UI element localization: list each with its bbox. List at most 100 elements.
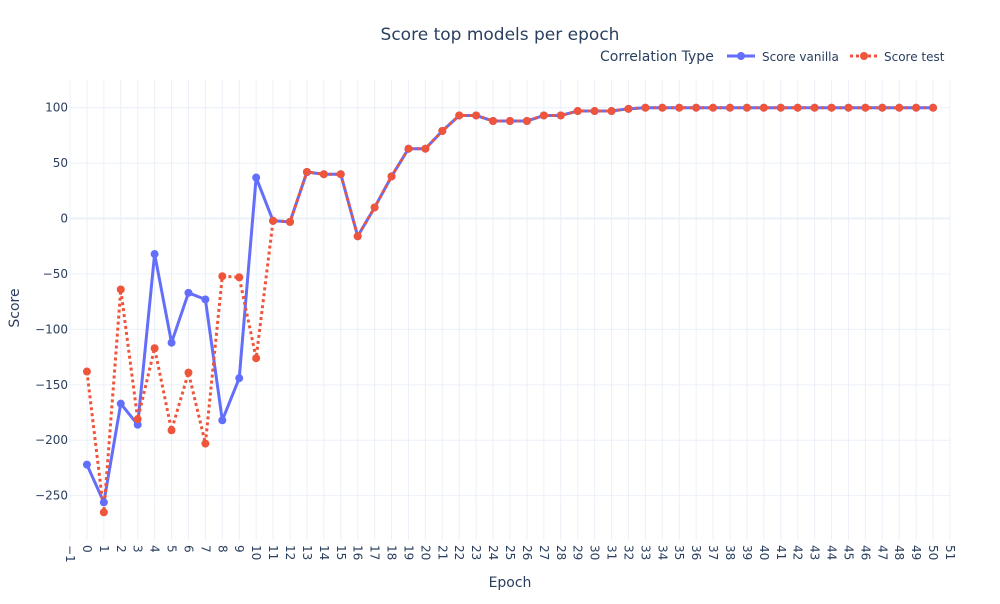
data-point-score-test[interactable]: [522, 117, 531, 126]
x-tick-label: 33: [638, 545, 652, 560]
x-tick-label: 21: [435, 545, 449, 560]
data-point-score-test[interactable]: [573, 107, 582, 116]
x-tick-label: 23: [469, 545, 483, 560]
x-tick-label: 45: [841, 545, 855, 560]
data-point-score-test[interactable]: [641, 103, 650, 112]
y-axis-title: Score: [7, 288, 23, 327]
x-tick-label: 17: [368, 545, 382, 560]
y-tick-label: 100: [45, 101, 68, 115]
y-tick-label: 50: [53, 156, 68, 170]
data-point-score-test[interactable]: [184, 368, 193, 377]
x-tick-label: 26: [520, 545, 534, 560]
x-tick-label: 20: [418, 545, 432, 560]
data-point-score-test[interactable]: [539, 111, 548, 120]
data-point-score-test[interactable]: [556, 111, 565, 120]
data-point-score-test[interactable]: [759, 103, 768, 112]
data-point-score-test[interactable]: [844, 103, 853, 112]
x-tick-label: 19: [401, 545, 415, 560]
data-point-score-test[interactable]: [793, 103, 802, 112]
x-tick-label: 8: [215, 545, 229, 553]
data-point-score-test[interactable]: [912, 103, 921, 112]
data-point-score-test[interactable]: [353, 232, 362, 241]
data-point-score-vanilla[interactable]: [99, 498, 108, 507]
data-point-score-vanilla[interactable]: [167, 338, 176, 347]
data-point-score-test[interactable]: [370, 203, 379, 212]
data-point-score-test[interactable]: [776, 103, 785, 112]
data-point-score-test[interactable]: [929, 103, 938, 112]
data-point-score-test[interactable]: [133, 415, 142, 424]
data-point-score-test[interactable]: [472, 111, 481, 120]
data-point-score-test[interactable]: [590, 107, 599, 116]
legend-item-score-vanilla[interactable]: Score vanilla: [727, 50, 839, 64]
data-point-score-vanilla[interactable]: [133, 420, 142, 429]
data-point-score-test[interactable]: [116, 285, 125, 294]
data-point-score-vanilla[interactable]: [218, 416, 227, 425]
legend-item-score-test[interactable]: Score test: [850, 50, 945, 64]
x-tick-label: 6: [181, 545, 195, 553]
x-tick-label: 38: [723, 545, 737, 560]
data-point-score-test[interactable]: [742, 103, 751, 112]
x-tick-label: 35: [672, 545, 686, 560]
data-point-score-test[interactable]: [286, 217, 294, 226]
legend-label-score-vanilla: Score vanilla: [762, 50, 839, 64]
x-tick-label: 15: [334, 545, 348, 560]
data-point-score-test[interactable]: [895, 103, 904, 112]
data-point-score-test[interactable]: [878, 103, 887, 112]
legend-marker-score-vanilla: [737, 52, 745, 60]
data-point-score-test[interactable]: [404, 144, 413, 153]
x-tick-label: 48: [892, 545, 906, 560]
data-point-score-test[interactable]: [810, 103, 819, 112]
x-tick-label: 39: [740, 545, 754, 560]
data-point-score-test[interactable]: [861, 103, 870, 112]
data-point-score-test[interactable]: [167, 426, 176, 435]
data-point-score-test[interactable]: [82, 367, 91, 376]
series-line-score-test: [85, 106, 934, 514]
data-point-score-vanilla[interactable]: [252, 173, 261, 182]
x-tick-label: 28: [554, 545, 568, 560]
data-point-score-vanilla[interactable]: [235, 374, 244, 383]
data-point-score-vanilla[interactable]: [201, 295, 210, 304]
data-point-score-test[interactable]: [658, 103, 667, 112]
data-point-score-test[interactable]: [455, 111, 464, 120]
x-tick-label: 49: [909, 545, 923, 560]
data-point-score-test[interactable]: [675, 103, 684, 112]
data-point-score-test[interactable]: [438, 126, 447, 135]
data-point-score-test[interactable]: [302, 168, 311, 176]
legend-title: Correlation Type: [600, 49, 714, 65]
data-point-score-test[interactable]: [252, 354, 261, 363]
x-tick-label: 2: [114, 545, 128, 553]
data-point-score-test[interactable]: [506, 117, 514, 126]
data-point-score-test[interactable]: [235, 273, 244, 282]
data-point-score-vanilla[interactable]: [150, 250, 159, 259]
data-point-score-vanilla[interactable]: [82, 460, 91, 469]
y-tick-label: 0: [60, 212, 68, 226]
x-tick-label: 51: [943, 545, 957, 560]
x-tick-label: 42: [791, 545, 805, 560]
data-point-score-test[interactable]: [726, 103, 734, 112]
data-point-score-test[interactable]: [421, 144, 430, 153]
y-tick-label: −50: [43, 267, 68, 281]
data-point-score-test[interactable]: [709, 103, 718, 112]
data-point-score-test[interactable]: [624, 104, 633, 113]
data-point-score-test[interactable]: [319, 170, 328, 179]
y-tick-label: −100: [35, 322, 68, 336]
legend[interactable]: Correlation Type Score vanilla Score tes…: [600, 49, 945, 65]
x-axis: −1 0 1 2 3 4 5 6 7 8 9 10 11 12 13 14 15 16 17 18 19 20 21 22 23…: [63, 545, 957, 563]
data-point-score-test[interactable]: [607, 107, 616, 116]
data-point-score-vanilla[interactable]: [184, 288, 193, 297]
data-point-score-test[interactable]: [218, 272, 227, 281]
x-tick-label: 46: [858, 545, 872, 560]
data-point-score-test[interactable]: [827, 103, 836, 112]
x-tick-label: 31: [605, 545, 619, 560]
data-point-score-test[interactable]: [489, 117, 498, 126]
x-tick-label: 40: [757, 545, 771, 560]
data-point-score-test[interactable]: [336, 170, 345, 179]
data-point-score-test[interactable]: [201, 439, 210, 448]
data-point-score-test[interactable]: [692, 103, 701, 112]
data-point-score-test[interactable]: [387, 172, 396, 181]
data-point-score-test[interactable]: [150, 344, 159, 353]
data-point-score-test[interactable]: [99, 508, 108, 517]
y-tick-label: −250: [35, 489, 68, 503]
data-point-score-test[interactable]: [269, 216, 278, 225]
data-point-score-vanilla[interactable]: [116, 399, 125, 408]
